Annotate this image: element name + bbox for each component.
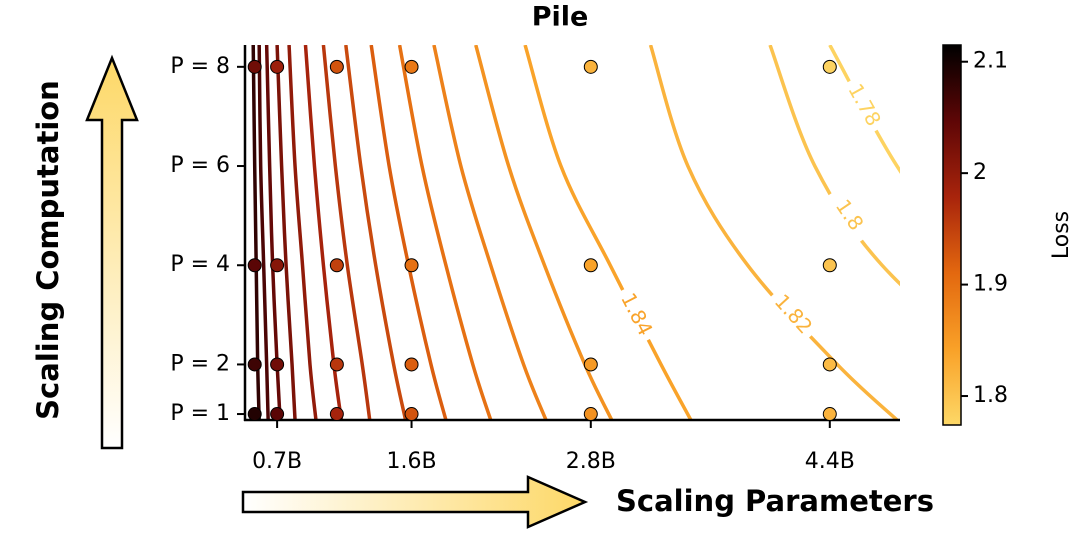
y-tick-label: P = 4 [170,252,230,277]
data-point [822,407,837,422]
chart-title: Pile [532,2,589,33]
contour-line [303,45,344,420]
contour-line [287,45,318,420]
data-point [329,59,344,74]
data-point [583,357,598,372]
data-point [404,59,419,74]
data-point [822,357,837,372]
data-point [822,59,837,74]
contour-line [648,45,899,420]
data-point [270,59,285,74]
contour-line [257,45,270,420]
x-tick-label: 4.4B [805,449,855,474]
contour-label-gap [822,185,875,246]
contour-line [432,45,548,420]
x-tick-label: 0.7B [252,449,302,474]
data-point [583,407,598,422]
y-tick-label: P = 6 [170,153,230,178]
data-point [822,258,837,273]
contour-label-gap [612,284,660,346]
colorbar-tick-label: 1.8 [973,383,1008,408]
contour-line [251,45,261,420]
contour-line [275,45,297,420]
contour-line [321,45,372,420]
data-point [329,357,344,372]
data-point [270,407,285,422]
colorbar-tick-label: 2.1 [973,49,1008,74]
contour-label-gap [839,75,888,136]
y-tick-label: P = 1 [170,401,230,426]
colorbar [942,44,962,426]
colorbar-tick-label: 1.9 [973,272,1008,297]
data-point [583,258,598,273]
y-axis-label: Scaling Computation [31,80,65,420]
x-tick-label: 1.6B [387,449,437,474]
x-tick-label: 2.8B [566,449,616,474]
data-point [404,357,419,372]
data-point [270,357,285,372]
data-point [247,59,262,74]
data-point [270,258,285,273]
contour-layer: 1.84 1.821.81.78 [251,45,900,420]
contour-line [369,45,448,420]
y-arrow [85,54,139,450]
contour-line [397,45,493,420]
contour-line [344,45,408,420]
x-axis-label: Scaling Parameters [616,484,934,518]
colorbar-label: Loss [1049,211,1074,259]
data-point [404,258,419,273]
colorbar-tick-label: 2 [973,160,987,185]
contour-line [523,45,693,420]
marks-layer: 0.7B 1.6B 2.8B 4.4B P = 1 P = 2 P = 4 P = 6 P = … [170,44,1008,474]
data-point [247,258,262,273]
data-point [583,59,598,74]
y-tick-label: P = 2 [170,351,230,376]
data-point [247,357,262,372]
contour-line [264,45,282,420]
contour-line [768,45,900,287]
data-point [404,407,419,422]
y-tick-label: P = 8 [170,54,230,79]
data-point [329,258,344,273]
data-point [329,407,344,422]
x-arrow [241,475,589,529]
contour-line [474,45,614,420]
contour-label-gap [764,286,821,344]
data-point [247,407,262,422]
